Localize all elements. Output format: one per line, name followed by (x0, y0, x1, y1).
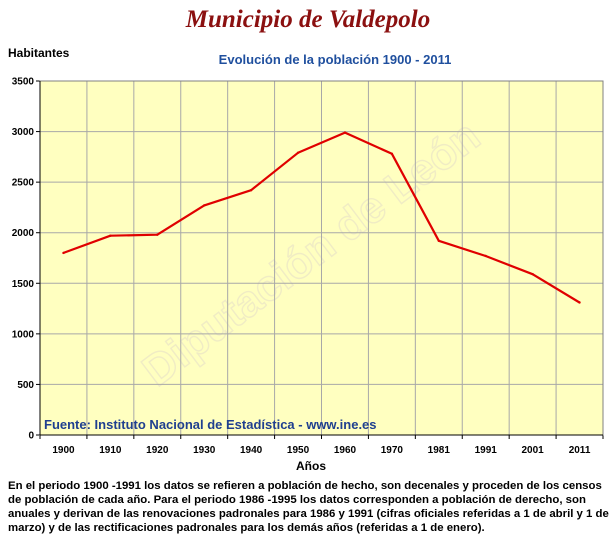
data-point (296, 151, 300, 155)
x-tick-label: 1910 (99, 445, 122, 456)
y-tick-label: 1500 (12, 279, 35, 290)
x-tick-label: 1940 (240, 445, 263, 456)
x-tick-label: 1930 (193, 445, 216, 456)
x-tick-label: 1950 (287, 445, 310, 456)
x-tick-label: 1991 (475, 445, 498, 456)
data-point (203, 204, 206, 207)
data-point (249, 189, 253, 192)
x-tick-label: 1981 (428, 445, 451, 456)
y-axis-label: Habitantes (8, 46, 70, 60)
data-point (62, 251, 65, 255)
y-tick-label: 0 (28, 431, 34, 442)
y-tick-label: 500 (17, 380, 34, 391)
data-point (484, 254, 487, 258)
x-tick-label: 1960 (334, 445, 357, 456)
x-tick-label: 2001 (522, 445, 545, 456)
data-point (578, 301, 581, 304)
x-tick-label: 1970 (381, 445, 404, 456)
data-point (109, 234, 112, 237)
data-point (531, 272, 534, 276)
y-tick-label: 3500 (12, 77, 35, 88)
source-annotation: Fuente: Instituto Nacional de Estadístic… (44, 417, 377, 432)
methodology-note: En el periodo 1900 -1991 los datos se re… (8, 480, 609, 534)
data-point (156, 233, 159, 236)
x-tick-label: 1920 (146, 445, 169, 456)
y-tick-label: 3000 (12, 127, 35, 138)
x-axis-label: Años (296, 459, 326, 473)
data-point (437, 239, 440, 243)
population-series-line (63, 131, 581, 304)
x-tick-label: 1900 (52, 445, 75, 456)
y-tick-label: 1000 (12, 329, 35, 340)
chart-subtitle: Evolución de la población 1900 - 2011 (218, 52, 452, 67)
x-tick-label: 2011 (569, 445, 591, 456)
page-title: Municipio de Valdepolo (185, 6, 431, 33)
data-point (343, 131, 347, 134)
y-tick-label: 2500 (12, 178, 35, 189)
data-point (390, 152, 394, 156)
y-tick-label: 2000 (12, 228, 35, 239)
